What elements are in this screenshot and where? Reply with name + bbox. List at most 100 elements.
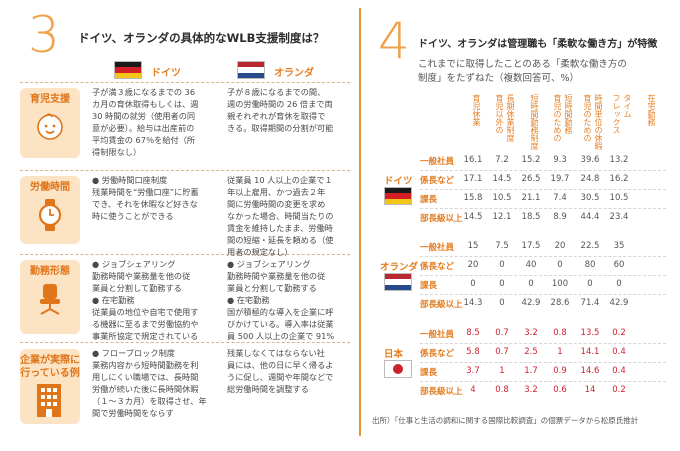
text-line: 子が満３歳になるまでの 36 [92,87,196,97]
table-cell: 0.7 [495,328,509,338]
japan-flag-icon [384,360,412,378]
table-cell: 16.2 [609,174,629,184]
category-3: 勤務形態 [20,260,80,334]
category-1: 育児支援 [20,88,80,158]
text-line: 年以上雇用、かつ過去２年 [227,187,326,197]
row-divider [420,362,666,363]
table-cell: 0 [587,279,593,289]
germany-flag-icon [114,61,142,79]
row-label: 部長級以上 [420,214,463,224]
column-header: 短時間勤務制度 [530,94,539,150]
table-cell: 0.2 [612,328,626,338]
table-cell: 4 [470,385,476,395]
category-title: 育児支援 [30,94,70,105]
text-line: る機器に至るまで労働協約や [92,319,199,329]
text-line: 30 時間の就労（使用者の同 [92,111,196,121]
section-number-3: 3 [28,6,60,64]
row-label: 課長 [420,195,438,205]
section-number-4: 4 [378,12,410,70]
text-line: 残業時間を“労働口座”に貯蓄 [92,187,199,197]
column-header: 育児以外の [495,94,504,134]
row-label: 一般社員 [420,157,455,167]
table-cell: 0.6 [553,385,567,395]
table-cell: 14.6 [580,366,600,376]
text-line: ● 在宅勤務 [227,295,270,305]
table-cell: 3.2 [524,328,538,338]
table-cell: 14.5 [463,212,483,222]
netherlands-text: 従業員 10 人以上の企業で１ 年以上雇用、かつ過去２年 間に労働時間の変更を求めな… [227,174,333,258]
text-line: 業務内容から短時間勤務を利 [92,360,199,370]
column-header: 育児休業 [472,94,481,126]
row-divider [420,256,666,257]
row-divider [420,294,666,295]
table-cell: 15.2 [521,155,541,165]
table-cell: 20 [467,260,479,270]
table-cell: 44.4 [580,212,600,222]
table-cell: 20 [554,241,566,251]
text-line: 国が積極的な導入を企業に呼 [227,307,334,317]
germany-text: ● ジョブシェアリング 勤務時間や業務量を他の従 業員と分割して勤務する ● 在宅勤務… [92,258,198,342]
text-line: 親それぞれが育休を取得で [227,111,326,121]
text-line: 業員と分割して勤務する [92,283,182,293]
table-cell: 8.9 [553,212,567,222]
table-cell: 7.4 [553,193,567,203]
germany-text: ● 労働時間口座制度 残業時間を“労働口座”に貯蓄 でき、それを休暇など好きな 時に使… [92,174,199,222]
row-label: 係長など [420,176,455,186]
text-line: 用しにくい職場では、長時間 [92,372,199,382]
text-line: 平均賃金の 67％を給付（所 [92,135,196,145]
netherlands-text: ● ジョブシェアリング 勤務時間や業務量を他の従 業員と分割して勤務する ● 在宅勤務… [227,258,334,342]
text-line: 員には、他の日に早く帰るよ [227,360,334,370]
category-title: 行っている例 [20,368,80,379]
table-cell: 26.5 [521,174,541,184]
text-line: 業員と分割して勤務する [227,283,317,293]
country-name: 日本 [384,349,404,360]
text-line: 従業員 10 人以上の企業で１ [227,175,333,185]
country-name: オランダ [380,262,419,273]
column-header: 在宅勤務 [647,94,656,126]
row-divider [20,342,350,343]
category-title: 企業が実際に [20,355,80,366]
row-label: 一般社員 [420,330,455,340]
table-cell: 0 [616,279,622,289]
table-cell: 0.4 [612,347,626,357]
text-line: ● フローブロック制度 [92,348,175,358]
germany-text: ● フローブロック制度業務内容から短時間勤務を利 用しにくい職場では、長時間 労働が… [92,347,207,419]
text-line: 労働が続いた後に長時間休暇 [92,384,199,394]
office-chair-icon [34,282,66,320]
text-line: 間で労働時間をならす [92,408,174,418]
text-line: びかけている。導入率は従業 [227,319,334,329]
table-cell: 9.3 [553,155,567,165]
table-cell: 17.5 [521,241,541,251]
germany-text: 子が満３歳になるまでの 36 カ月の育休取得もしくは、週 30 時間の就労（使用者の… [92,86,198,158]
table-cell: 10.5 [492,193,512,203]
table-cell: 14.5 [492,174,512,184]
text-line: 員 500 人以上の企業で 91% [227,331,335,341]
row-divider [20,254,350,255]
table-cell: 13.2 [609,155,629,165]
subtitle-line: これまでに取得したことのある「柔軟な働き方の [418,59,627,70]
table-cell: 0 [499,279,505,289]
table-cell: 0 [528,279,534,289]
row-divider [420,343,666,344]
table-cell: 0.7 [495,347,509,357]
text-line: 時に使うことができる [92,211,174,221]
section-divider [359,8,361,436]
row-label: 係長など [420,262,455,272]
table-cell: 0.4 [612,366,626,376]
table-cell: 0 [557,260,563,270]
table-cell: 7.5 [495,241,509,251]
table-cell: 15 [467,241,479,251]
text-line: 週の労働時間の 26 倍まで両 [227,99,333,109]
table-cell: 0.9 [553,366,567,376]
row-divider [420,189,666,190]
country-name: ドイツ [384,176,413,187]
table-cell: 3.7 [466,366,480,376]
table-cell: 71.4 [580,298,600,308]
netherlands-text: 子が８歳になるまでの間、 週の労働時間の 26 倍まで両 親それぞれが育休を取得でき… [227,86,333,134]
category-4: 企業が実際に 行っている例 [20,349,80,424]
source-note: 出所）「仕事と生活の調和に関する国際比較調査」の個票データから松原氏推計 [372,416,639,425]
table-cell: 0 [499,260,505,270]
text-line: なかった場合、時間当たりの [227,211,334,221]
text-line: ● 在宅勤務 [92,295,135,305]
